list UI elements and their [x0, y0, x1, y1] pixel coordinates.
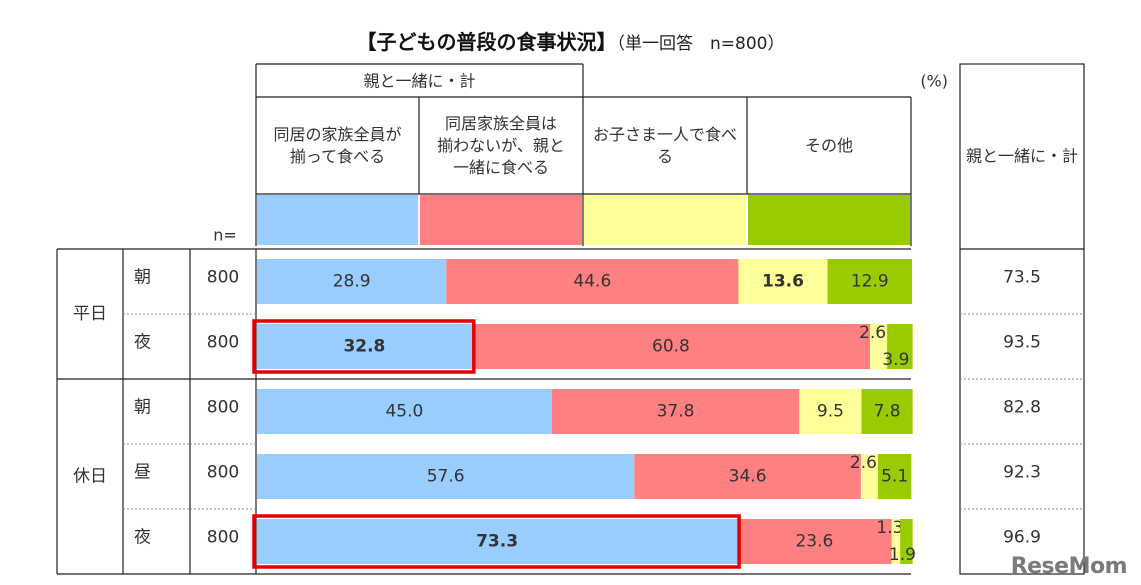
bar-label-r4-s3: 1.9 [889, 545, 916, 565]
total-header-label: 親と一緒に・計 [966, 147, 1078, 166]
row-total-value-1: 93.5 [1003, 333, 1041, 353]
chart-title: 【子どもの普段の食事状況】（単一回答 n=800） [0, 26, 1141, 55]
row-sub-label-4: 夜 [134, 528, 151, 548]
group-label-1: 休日 [73, 467, 107, 487]
bar-label-r0-s1: 44.6 [573, 272, 611, 292]
bar-segment-r3-s1 [634, 454, 861, 499]
bar-segment-r4-s0 [257, 519, 738, 564]
chart-title-sub: （単一回答 n=800） [616, 34, 785, 54]
bar-segment-r4-s2 [891, 519, 901, 564]
row-total-value-0: 73.5 [1003, 268, 1041, 288]
bar-segment-r4-s3 [900, 519, 913, 564]
bar-segment-r0-s1 [446, 259, 739, 304]
bar-segment-r0-s3 [827, 259, 912, 304]
bar-segment-r0-s2 [738, 259, 828, 304]
row-sub-label-3: 昼 [134, 463, 151, 483]
bar-segment-r3-s2 [860, 454, 878, 499]
bar-label-r0-s2: 13.6 [762, 272, 804, 292]
bar-segment-r4-s1 [737, 519, 892, 564]
row-total-value-3: 92.3 [1003, 463, 1041, 483]
chart-title-main: 【子どもの普段の食事状況】 [356, 30, 617, 54]
bar-label-r1-s0: 32.8 [343, 337, 385, 357]
bar-label-r3-s0: 57.6 [427, 467, 465, 487]
legend-swatch-3 [748, 195, 910, 245]
row-total-value-4: 96.9 [1003, 528, 1041, 548]
watermark-logo: ReseMom [1010, 554, 1128, 579]
bar-segment-r3-s3 [877, 454, 912, 499]
row-sub-label-2: 朝 [134, 398, 151, 418]
row-n-value-0: 800 [207, 268, 239, 288]
category-label-3-line-0: その他 [805, 136, 853, 155]
total-column-frame [959, 63, 1085, 575]
row-sub-label-1: 夜 [134, 333, 151, 353]
bar-segment-r1-s0 [257, 324, 472, 369]
n-label: n= [213, 226, 237, 245]
unit-label: (%) [920, 72, 948, 91]
category-label-0-line-0: 同居の家族全員が [273, 125, 401, 144]
bar-segment-r2-s0 [257, 389, 552, 434]
header-group-label: 親と一緒に・計 [363, 72, 475, 91]
legend-swatch-2 [584, 195, 746, 245]
bar-label-r1-s3: 3.9 [882, 350, 909, 370]
bar-label-r1-s2: 2.6 [859, 323, 886, 343]
bar-label-r2-s2: 9.5 [817, 402, 844, 422]
bar-label-r4-s2: 1.3 [876, 518, 903, 538]
bar-segment-r1-s3 [887, 324, 913, 369]
bar-segment-r1-s2 [870, 324, 888, 369]
bar-label-r3-s3: 5.1 [881, 467, 908, 487]
row-n-value-4: 800 [207, 528, 239, 548]
legend-swatch-0 [257, 195, 418, 245]
highlight-box-r4 [252, 514, 741, 569]
row-total-value-2: 82.8 [1003, 398, 1041, 418]
category-label-1-line-1: 揃わないが、親と [437, 136, 565, 155]
bar-label-r4-s0: 73.3 [476, 532, 518, 552]
bar-label-r2-s3: 7.8 [874, 402, 901, 422]
bar-label-r2-s0: 45.0 [385, 402, 423, 422]
bar-label-r2-s1: 37.8 [657, 402, 695, 422]
highlight-box-r1 [252, 319, 476, 374]
bar-segment-r2-s2 [799, 389, 862, 434]
bar-label-r3-s1: 34.6 [729, 467, 767, 487]
bar-segment-r2-s1 [551, 389, 800, 434]
bar-segment-r3-s0 [257, 454, 635, 499]
row-sub-label-0: 朝 [134, 268, 151, 288]
category-label-1-line-0: 同居家族全員は [445, 114, 557, 133]
row-n-value-2: 800 [207, 398, 239, 418]
row-n-value-3: 800 [207, 463, 239, 483]
category-label-2-line-0: お子さま一人で食べ [593, 125, 737, 144]
bar-segment-r0-s0 [257, 259, 447, 304]
bar-segment-r2-s3 [861, 389, 913, 434]
legend-swatch-1 [420, 195, 582, 245]
bar-label-r3-s2: 2.6 [850, 453, 877, 473]
bar-segment-r1-s1 [471, 324, 871, 369]
bar-label-r4-s1: 23.6 [795, 532, 833, 552]
bar-label-r0-s3: 12.9 [851, 272, 889, 292]
category-label-2-line-1: る [657, 147, 673, 166]
row-n-value-1: 800 [207, 333, 239, 353]
bar-label-r0-s0: 28.9 [333, 272, 371, 292]
group-label-0: 平日 [73, 304, 107, 324]
category-label-0-line-1: 揃って食べる [290, 147, 385, 166]
category-label-1-line-2: 一緒に食べる [453, 158, 549, 177]
bar-label-r1-s1: 60.8 [652, 337, 690, 357]
